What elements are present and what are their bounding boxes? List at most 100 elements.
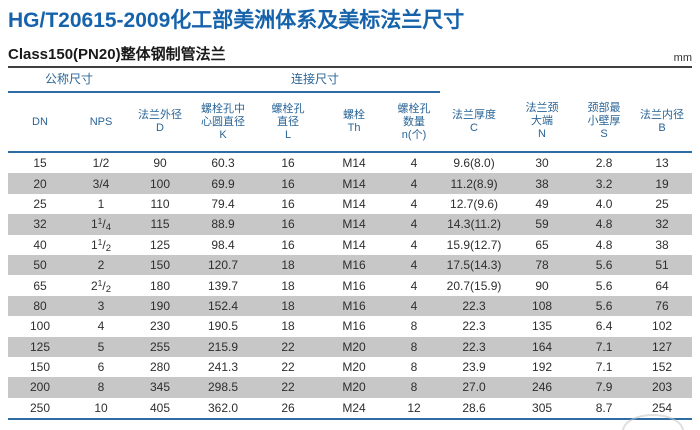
cell-k: 79.4 (211, 196, 235, 211)
cell-l: 16 (281, 156, 295, 171)
cell-n: 4 (410, 217, 418, 232)
cell-l: 16 (281, 176, 295, 191)
cell-dn: 65 (33, 278, 47, 293)
cell-s: 4.8 (595, 217, 613, 232)
flange-dimension-table: 公称尺寸 连接尺寸 DN NPS 法兰外径 D 螺栓孔中 心圆直径 K 螺栓孔 直径 L 螺栓 Th 螺栓孔… (8, 68, 693, 421)
group-header-spacer (130, 68, 191, 93)
cell-d: 255 (150, 339, 171, 354)
cell-th: M20 (342, 360, 366, 375)
cell-c: 23.9 (462, 360, 486, 375)
cell-c: 22.3 (462, 298, 486, 313)
cell-b: 76 (655, 298, 669, 313)
cell-c: 11.2(8.9) (450, 176, 498, 191)
header-divider (8, 66, 692, 68)
cell-n: 4 (410, 278, 418, 293)
table-row-dn-15: 15 1/2 90 60.3 16 M14 4 9.6(8.0) 30 2.8 13 (8, 152, 692, 173)
cell-d: 115 (150, 217, 170, 232)
cell-n: 8 (410, 360, 418, 375)
cell-th: M14 (342, 196, 366, 211)
cell-dn: 40 (33, 237, 47, 252)
cell-nps: 5 (97, 339, 105, 354)
cell-b: 152 (652, 360, 673, 375)
cell-c: 12.7(9.6) (450, 196, 499, 211)
cell-nn: 108 (532, 298, 553, 313)
cell-nn: 38 (535, 176, 549, 191)
cell-d: 280 (150, 360, 171, 375)
cell-nps: 11/4 (90, 216, 112, 234)
table-row-dn-150: 150 6 280 241.3 22 M20 8 23.9 192 7.1 152 (8, 357, 692, 377)
table-row-dn-32: 32 11/4 115 88.9 16 M14 4 14.3(11.2) 59 4.8 32 (8, 214, 693, 235)
cell-c: 14.3(11.2) (447, 217, 501, 232)
cell-d: 230 (150, 319, 171, 334)
cell-c: 20.7(15.9) (446, 278, 502, 293)
cell-nps: 4 (97, 319, 105, 334)
col-header-l: 螺栓孔 直径 L (256, 92, 321, 153)
cell-k: 241.3 (208, 360, 239, 375)
cell-nn: 30 (535, 156, 549, 171)
cell-s: 8.7 (595, 400, 613, 415)
cell-nps: 10 (94, 400, 108, 415)
cell-l: 16 (281, 217, 295, 232)
cell-c: 27.0 (462, 380, 486, 395)
cell-nps: 8 (97, 380, 105, 395)
table-row-dn-125: 125 5 255 215.9 22 M20 8 22.3 164 7.1 127 (8, 336, 693, 357)
cell-b: 19 (655, 176, 669, 191)
page-title: HG/T20615-2009化工部美洲体系及美标法兰尺寸 (8, 9, 465, 32)
cell-k: 139.7 (208, 278, 239, 293)
col-header-nps: NPS (72, 92, 131, 153)
col-header-n: 螺栓孔 数量 n(个) (388, 92, 441, 153)
cell-l: 18 (281, 319, 295, 334)
cell-n: 4 (410, 237, 418, 252)
cell-th: M14 (342, 156, 366, 171)
cell-nn: 305 (532, 400, 553, 415)
cell-dn: 150 (29, 360, 51, 375)
cell-nn: 135 (532, 319, 553, 334)
col-header-nn: 法兰颈 大端 N (508, 92, 577, 153)
cell-c: 22.3 (462, 339, 486, 354)
cell-n: 4 (410, 196, 418, 211)
cell-th: M16 (342, 258, 366, 273)
cell-dn: 250 (29, 400, 51, 415)
cell-th: M24 (342, 400, 366, 415)
cell-d: 405 (150, 400, 171, 415)
cell-d: 100 (150, 176, 171, 191)
cell-nps: 2 (97, 258, 105, 273)
cell-l: 18 (281, 298, 295, 313)
page-subtitle: Class150(PN20)整体钢制管法兰 (8, 46, 226, 63)
cell-s: 7.1 (595, 360, 613, 375)
cell-k: 298.5 (208, 380, 239, 395)
cell-th: M16 (342, 278, 366, 293)
col-header-b: 法兰内径 B (632, 92, 693, 153)
cell-s: 5.6 (595, 278, 613, 293)
cell-s: 5.6 (595, 298, 613, 313)
cell-dn: 200 (29, 380, 51, 395)
cell-b: 25 (655, 196, 669, 211)
cell-b: 51 (655, 258, 669, 273)
cell-th: M16 (342, 298, 366, 313)
cell-k: 120.7 (208, 258, 239, 273)
cell-n: 4 (410, 258, 418, 273)
cell-l: 22 (281, 380, 295, 395)
cell-s: 2.8 (595, 156, 613, 171)
col-header-th: 螺栓 Th (320, 92, 389, 153)
cell-n: 12 (407, 400, 421, 415)
cell-th: M14 (342, 217, 366, 232)
cell-k: 88.9 (211, 217, 235, 232)
cell-n: 8 (410, 380, 418, 395)
cell-dn: 50 (33, 258, 47, 273)
cell-s: 3.2 (595, 176, 613, 191)
cell-d: 150 (150, 258, 171, 273)
cell-c: 9.6(8.0) (453, 156, 495, 171)
cell-n: 8 (410, 319, 418, 334)
cell-n: 4 (410, 176, 418, 191)
cell-k: 152.4 (208, 298, 239, 313)
cell-nn: 49 (535, 196, 549, 211)
col-header-s: 颈部最 小壁厚 S (576, 92, 633, 153)
cell-nps: 11/2 (90, 236, 112, 254)
cell-l: 18 (281, 258, 295, 273)
col-header-d: 法兰外径 D (130, 92, 191, 153)
col-header-dn: DN (8, 92, 72, 153)
cell-dn: 32 (33, 217, 47, 232)
cell-s: 7.1 (595, 339, 613, 354)
cell-s: 4.0 (595, 196, 613, 211)
